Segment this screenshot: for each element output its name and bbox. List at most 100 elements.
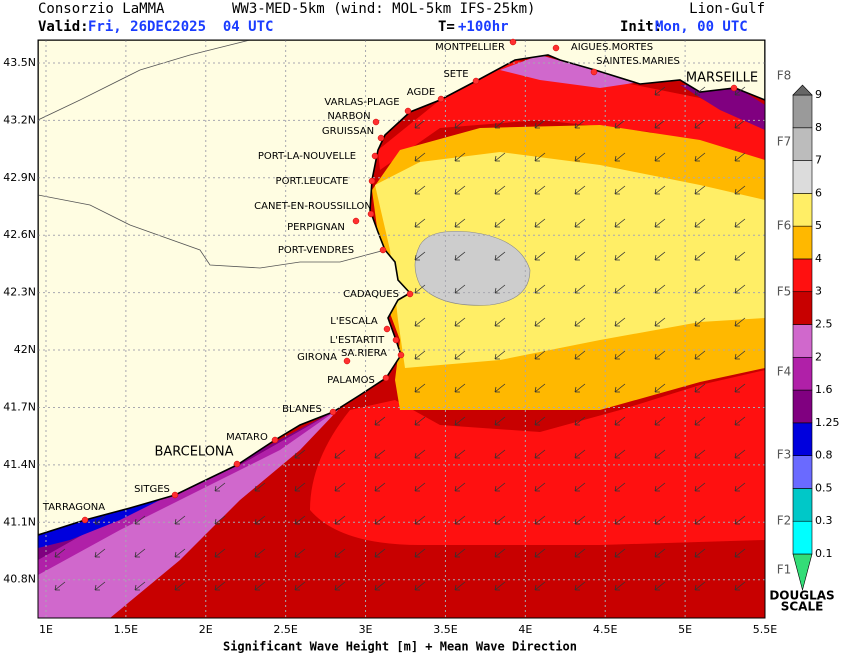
arrow (574, 152, 586, 162)
arrow (734, 449, 746, 459)
arrow (734, 152, 746, 162)
arrow (534, 251, 546, 261)
arrow (414, 317, 426, 327)
city-dot (392, 336, 400, 344)
city-label: L'ESCALA (330, 316, 378, 327)
arrow (494, 251, 506, 261)
arrow (534, 548, 546, 558)
arrow (294, 515, 306, 525)
arrow (334, 449, 346, 459)
arrow (414, 218, 426, 228)
colorbar-label: 1.6 (815, 383, 833, 396)
city-dot (382, 374, 390, 382)
arrow (734, 416, 746, 426)
arrow (414, 350, 426, 360)
arrow (454, 581, 466, 591)
arrow (694, 119, 706, 129)
douglas-label: F7 (777, 135, 792, 149)
arrow (294, 581, 306, 591)
agency: Consorzio LaMMA (38, 1, 165, 17)
city-label: AGDE (407, 87, 435, 98)
arrow (734, 482, 746, 492)
arrow (694, 218, 706, 228)
city-dot (397, 351, 405, 359)
city-dot (372, 118, 380, 126)
colorbar: 0.1 0.3 0.5 0.8 1.25 1.6 2 2.5 3 4 5 6 7 8 9 F1 F2 F3 F4 F5… (769, 69, 839, 614)
arrow (414, 515, 426, 525)
city-dot (81, 516, 89, 524)
arrow (574, 548, 586, 558)
colorbar-segment (792, 94, 813, 129)
city-dot (590, 68, 598, 76)
band-5-6 (375, 152, 765, 368)
city-dot (437, 95, 445, 103)
colorbar-label: 7 (815, 154, 822, 167)
arrow (454, 515, 466, 525)
arrow (454, 251, 466, 261)
douglas-label: F4 (777, 365, 792, 379)
arrow (494, 548, 506, 558)
city-label: BARCELONA (154, 445, 233, 460)
arrow (574, 515, 586, 525)
step: +100hr (458, 19, 509, 35)
douglas-label: F6 (777, 219, 792, 233)
map-field (38, 40, 765, 618)
arrow (454, 416, 466, 426)
arrow (494, 581, 506, 591)
arrow (534, 350, 546, 360)
x-tick-label: 1.5E (114, 623, 138, 636)
arrow (734, 383, 746, 393)
colorbar-title: SCALE (781, 600, 824, 614)
city-dot (472, 77, 480, 85)
arrow (694, 548, 706, 558)
arrow (654, 185, 666, 195)
arrow (614, 152, 626, 162)
arrow (614, 317, 626, 327)
arrow (454, 317, 466, 327)
arrow (534, 416, 546, 426)
arrow (574, 317, 586, 327)
arrow (134, 581, 146, 591)
arrow (694, 350, 706, 360)
city-label: PERPIGNAN (287, 222, 345, 233)
colorbar-segment (792, 488, 813, 522)
arrow (494, 152, 506, 162)
arrow (574, 581, 586, 591)
arrow (494, 449, 506, 459)
arrow (454, 152, 466, 162)
arrow (614, 119, 626, 129)
y-tick-label: 41.1N (3, 515, 36, 528)
y-tick-label: 42.6N (3, 228, 36, 241)
arrow (534, 482, 546, 492)
grid (38, 40, 765, 618)
arrow (414, 449, 426, 459)
x-tick-label: 1E (39, 623, 53, 636)
y-tick-label: 41.7N (3, 400, 36, 413)
city-label: L'ESTARTIT (330, 335, 385, 346)
colorbar-segment (792, 389, 813, 424)
city-dot (171, 491, 179, 499)
cities: MONTPELLIER AIGUES.MORTES SAINTES.MARIES MA… (42, 38, 758, 524)
arrow (614, 581, 626, 591)
arrow (574, 218, 586, 228)
colorbar-label: 4 (815, 252, 822, 265)
arrow (654, 449, 666, 459)
arrow (694, 185, 706, 195)
x-tick-label: 5.5E (753, 623, 777, 636)
band-3-4-south (310, 370, 765, 545)
arrow (734, 251, 746, 261)
colorbar-label: 8 (815, 121, 822, 134)
city-label: PALAMOS (327, 375, 375, 386)
colorbar-segment (792, 324, 813, 358)
colorbar-segment (792, 422, 813, 456)
arrow (494, 317, 506, 327)
city-label: AIGUES.MORTES (571, 42, 653, 53)
band-0.8-1.25 (38, 495, 170, 548)
x-tick-label: 3E (359, 623, 373, 636)
city-label: MONTPELLIER (435, 42, 505, 53)
band-marseille (680, 85, 765, 130)
arrow (414, 251, 426, 261)
colorbar-segment (792, 356, 813, 391)
colorbar-segment (792, 455, 813, 489)
arrow (574, 185, 586, 195)
